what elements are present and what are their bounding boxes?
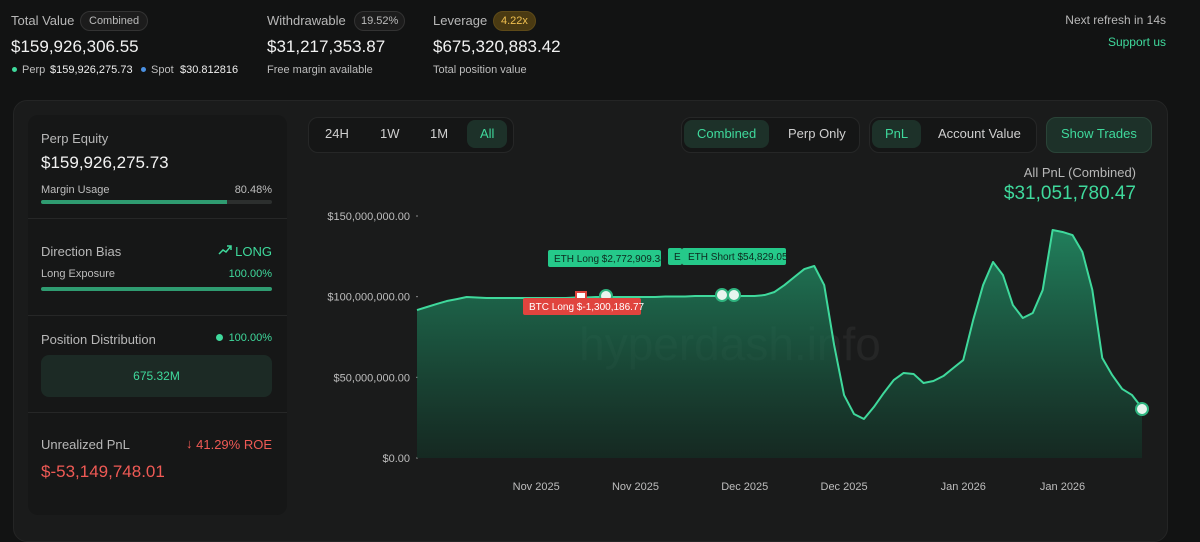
- annotation-box: [523, 298, 641, 315]
- margin-usage-bar: [41, 200, 227, 204]
- long-exposure-bar: [41, 287, 272, 291]
- unrealized-label: Unrealized PnL: [41, 437, 130, 452]
- pnl-line: [416, 229, 1143, 420]
- total-value-label: Total Value: [11, 13, 75, 28]
- x-tick-label: Dec 2025: [821, 481, 868, 493]
- separator: [28, 412, 287, 413]
- withdrawable-label: Withdrawable: [267, 13, 346, 28]
- trade-marker: [1135, 402, 1149, 416]
- page: Total Value Combined $159,926,306.55 Per…: [11, 11, 1168, 542]
- total-value: $159,926,306.55: [11, 37, 139, 56]
- annotation: BTC Long $-1,300,186.77: [529, 302, 645, 313]
- annotation: ETH Short $54,829.05: [688, 252, 788, 263]
- mode-button[interactable]: Combined: [684, 120, 770, 148]
- spot-label: Spot: [151, 64, 174, 76]
- metric-button[interactable]: Account Value: [938, 126, 1021, 141]
- perp-amount: $159,926,275.73: [50, 64, 133, 76]
- margin-usage-label: Margin Usage: [41, 184, 110, 196]
- withdrawable-amount: $31,217,353.87: [267, 37, 386, 56]
- annotation: ETH Long $2,772,909.34: [554, 254, 666, 265]
- y-tick-label: $100,000,000.00: [327, 292, 410, 304]
- withdrawable-badge: 19.52%: [354, 11, 406, 31]
- y-tick-label: $50,000,000.00: [334, 372, 410, 384]
- perp-equity-label: Perp Equity: [41, 131, 109, 146]
- trend-icon: [218, 245, 232, 255]
- annotation-box: [682, 248, 786, 265]
- range-button[interactable]: 24H: [325, 126, 349, 141]
- withdrawable-note: Free margin available: [267, 64, 373, 76]
- x-tick-label: Nov 2025: [612, 481, 659, 493]
- spot-dot: [141, 67, 146, 72]
- long-exposure-label: Long Exposure: [41, 268, 115, 280]
- range-button[interactable]: All: [467, 120, 508, 148]
- roe: 41.29% ROE: [196, 437, 272, 452]
- separator: [28, 218, 287, 219]
- summary-label: All PnL (Combined): [1023, 165, 1136, 180]
- annotation-box: [668, 248, 682, 265]
- total-value-badge: Combined: [80, 11, 149, 31]
- show-trades-button[interactable]: Show Trades: [1061, 126, 1137, 141]
- long-exposure-track: [41, 287, 272, 291]
- summary-value: $31,051,780.47: [1003, 183, 1136, 204]
- long-exposure-value: 100.00%: [228, 268, 272, 280]
- margin-usage-value: 80.48%: [234, 184, 272, 196]
- distribution-label: Position Distribution: [41, 332, 156, 347]
- y-tick-label: $150,000,000.00: [327, 211, 410, 223]
- leverage-amount: $675,320,883.42: [433, 37, 561, 56]
- x-tick-label: Jan 2026: [941, 481, 986, 493]
- annotation: E: [674, 252, 681, 263]
- leverage-badge: 4.22x: [493, 11, 536, 31]
- x-tick-label: Jan 2026: [1040, 481, 1085, 493]
- unrealized-amount: $-53,149,748.01: [41, 462, 165, 481]
- refresh-text: Next refresh in 14s: [1065, 13, 1166, 27]
- distribution-share: 100.00%: [228, 332, 272, 344]
- trade-marker: [727, 288, 741, 302]
- perp-label: Perp: [22, 64, 46, 76]
- distribution-dot: [216, 334, 223, 341]
- distribution-bar: 675.32M: [41, 355, 272, 397]
- spot-amount: $30.812816: [180, 64, 239, 76]
- leverage-label: Leverage: [433, 13, 488, 28]
- separator: [28, 315, 287, 316]
- perp-equity-amount: $159,926,275.73: [41, 153, 169, 172]
- annotation-box: [548, 250, 661, 267]
- down-arrow: ↓: [186, 436, 193, 451]
- range-button[interactable]: 1M: [430, 126, 449, 141]
- leverage-note: Total position value: [433, 64, 527, 76]
- x-tick-label: Dec 2025: [721, 481, 768, 493]
- range-button[interactable]: 1W: [380, 126, 400, 141]
- support-link[interactable]: Support us: [1107, 35, 1166, 49]
- trades-group: [1046, 117, 1152, 153]
- trade-marker: [715, 288, 729, 302]
- pnl-chart: hyperdash.info$0.00$50,000,000.00$100,00…: [327, 211, 1149, 493]
- mode-button[interactable]: Perp Only: [788, 126, 846, 141]
- margin-usage-track: [41, 200, 272, 204]
- x-tick-label: Nov 2025: [513, 481, 560, 493]
- y-tick-label: $0.00: [382, 453, 410, 465]
- metric-button[interactable]: PnL: [872, 120, 922, 148]
- perp-dot: [12, 67, 17, 72]
- direction-bias: LONG: [235, 244, 272, 259]
- area-fill: [417, 230, 1142, 458]
- direction-bias-label: Direction Bias: [41, 244, 122, 259]
